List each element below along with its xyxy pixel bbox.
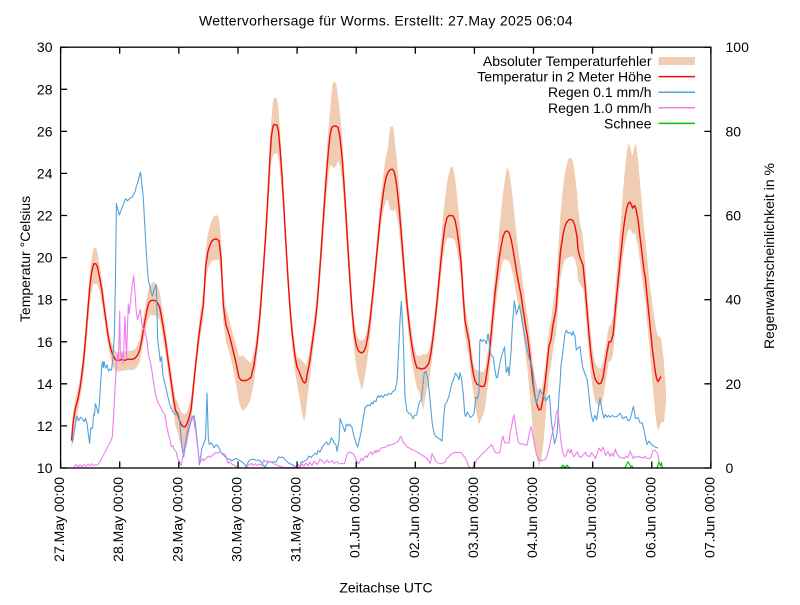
svg-text:24: 24 <box>37 165 53 181</box>
svg-text:28.May 00:00: 28.May 00:00 <box>110 477 126 562</box>
svg-text:29.May 00:00: 29.May 00:00 <box>169 477 185 562</box>
svg-text:28: 28 <box>37 81 53 97</box>
svg-text:Temperatur in 2 Meter Höhe: Temperatur in 2 Meter Höhe <box>477 69 652 85</box>
svg-text:Absoluter Temperaturfehler: Absoluter Temperaturfehler <box>483 53 652 69</box>
svg-text:04.Jun 00:00: 04.Jun 00:00 <box>524 477 540 558</box>
svg-text:0: 0 <box>726 460 734 476</box>
svg-text:16: 16 <box>37 334 53 350</box>
svg-text:60: 60 <box>726 208 742 224</box>
svg-text:18: 18 <box>37 292 53 308</box>
svg-text:26: 26 <box>37 123 53 139</box>
svg-text:01.Jun 00:00: 01.Jun 00:00 <box>347 477 363 558</box>
svg-text:Regen 0.1 mm/h: Regen 0.1 mm/h <box>548 84 652 100</box>
svg-text:Zeitachse UTC: Zeitachse UTC <box>339 580 432 596</box>
svg-text:Regenwahrscheinlichkeit in %: Regenwahrscheinlichkeit in % <box>761 163 777 349</box>
svg-text:80: 80 <box>726 123 742 139</box>
svg-text:20: 20 <box>37 250 53 266</box>
svg-text:Schnee: Schnee <box>604 115 652 131</box>
svg-text:Temperatur °Celsius: Temperatur °Celsius <box>17 196 33 322</box>
svg-text:27.May 00:00: 27.May 00:00 <box>51 477 67 562</box>
svg-text:31.May 00:00: 31.May 00:00 <box>288 477 304 562</box>
svg-text:Regen 1.0 mm/h: Regen 1.0 mm/h <box>548 100 652 116</box>
svg-text:12: 12 <box>37 418 53 434</box>
svg-text:40: 40 <box>726 292 742 308</box>
svg-text:10: 10 <box>37 460 53 476</box>
svg-text:100: 100 <box>726 39 750 55</box>
svg-text:02.Jun 00:00: 02.Jun 00:00 <box>406 477 422 558</box>
svg-text:14: 14 <box>37 376 53 392</box>
svg-text:06.Jun 00:00: 06.Jun 00:00 <box>642 477 658 558</box>
svg-text:22: 22 <box>37 208 53 224</box>
svg-text:30.May 00:00: 30.May 00:00 <box>229 477 245 562</box>
svg-text:30: 30 <box>37 39 53 55</box>
svg-text:05.Jun 00:00: 05.Jun 00:00 <box>583 477 599 558</box>
svg-text:07.Jun 00:00: 07.Jun 00:00 <box>701 477 717 558</box>
svg-text:Wettervorhersage für Worms. Er: Wettervorhersage für Worms. Erstellt: 27… <box>199 13 573 29</box>
svg-text:20: 20 <box>726 376 742 392</box>
svg-text:03.Jun 00:00: 03.Jun 00:00 <box>465 477 481 558</box>
